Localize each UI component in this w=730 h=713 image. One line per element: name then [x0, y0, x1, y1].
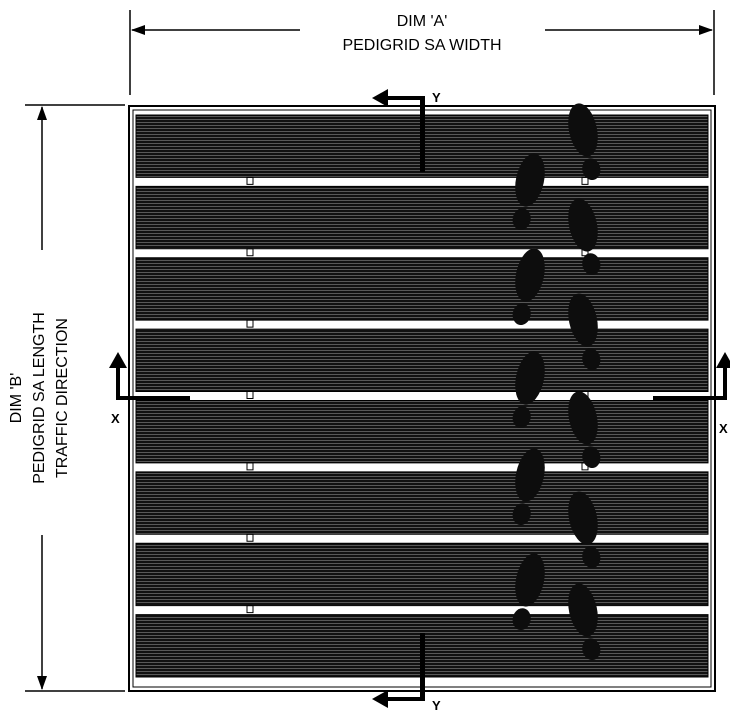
slat-connector: [246, 319, 254, 328]
mat: [128, 105, 716, 692]
section-label-x-left: X: [111, 411, 120, 426]
mat-slat: [135, 328, 709, 392]
slat-connector: [246, 248, 254, 257]
width-dimension: DIM 'A' PEDIGRID SA WIDTH: [129, 10, 715, 95]
length-label-line1: DIM 'B': [8, 373, 25, 424]
section-marker-x-right: X: [653, 352, 730, 436]
mat-slat: [135, 400, 709, 464]
length-dimension: DIM 'B' PEDIGRID SA LENGTH TRAFFIC DIREC…: [8, 104, 125, 692]
footprint: [512, 553, 545, 631]
slat-connector: [581, 176, 589, 185]
mat-slat: [135, 185, 709, 250]
length-label-line2: PEDIGRID SA LENGTH: [31, 312, 48, 484]
footprint: [568, 103, 601, 181]
slat-connector: [246, 176, 254, 185]
footprints: [512, 103, 601, 661]
footprint: [512, 153, 545, 231]
footprint: [512, 351, 545, 429]
mat-slat: [135, 542, 709, 607]
footprint: [568, 491, 601, 569]
mat-slat: [135, 471, 709, 535]
footprint: [568, 391, 601, 469]
section-marker-y-bottom: Y: [372, 633, 441, 713]
footprint: [568, 293, 601, 371]
slat-connector: [246, 462, 254, 471]
footprint: [512, 248, 545, 326]
slat-connector: [246, 533, 254, 542]
slat-connector: [246, 605, 254, 614]
mat-slat: [135, 257, 709, 321]
footprint: [512, 448, 545, 526]
section-label-x-right: X: [719, 421, 728, 436]
mat-slats: [135, 114, 709, 678]
section-label-y-top: Y: [432, 90, 441, 105]
width-label-line1: DIM 'A': [397, 13, 448, 30]
length-label-line3: TRAFFIC DIRECTION: [54, 318, 71, 478]
footprint: [568, 583, 601, 661]
slat-connector: [246, 391, 254, 399]
width-label-line2: PEDIGRID SA WIDTH: [342, 37, 501, 54]
section-marker-x-left: X: [109, 352, 190, 426]
footprint: [568, 198, 601, 276]
section-marker-y-top: Y: [372, 89, 441, 172]
section-label-y-bottom: Y: [432, 698, 441, 713]
